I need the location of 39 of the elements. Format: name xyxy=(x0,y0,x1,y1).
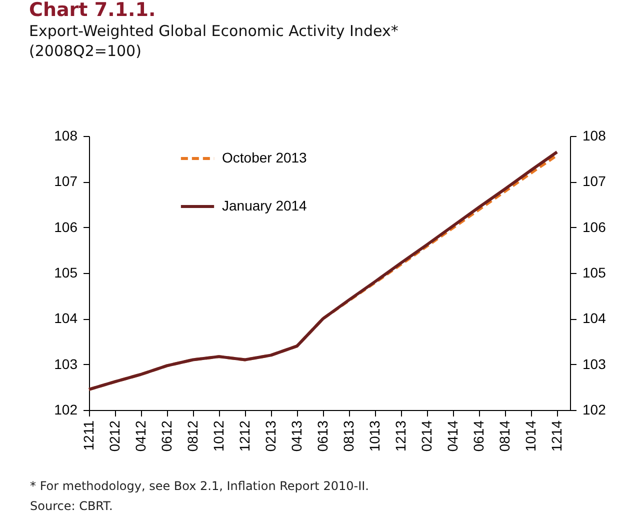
x-tick-label: 0812 xyxy=(184,420,200,452)
y2-tick-label: 108 xyxy=(582,128,606,144)
chart-subtitle: Export-Weighted Global Economic Activity Index* (2008Q2=100) xyxy=(29,22,399,60)
x-tick-label: 1213 xyxy=(392,420,408,452)
x-tick-label: 1014 xyxy=(522,420,538,452)
y2-tick-label: 102 xyxy=(582,402,606,418)
y-tick-label: 103 xyxy=(54,356,78,372)
x-tick-label: 0612 xyxy=(158,420,174,452)
source-note: Source: CBRT. xyxy=(30,498,114,515)
y-tick-label: 107 xyxy=(54,173,78,190)
y2-tick-label: 103 xyxy=(582,356,606,372)
x-tick-label: 0412 xyxy=(132,420,148,452)
x-tick-label: 0212 xyxy=(106,420,122,452)
x-tick-label: 1212 xyxy=(236,420,252,452)
y-tick-label: 106 xyxy=(54,218,78,235)
y-tick-label: 104 xyxy=(54,310,78,326)
y2-tick-label: 104 xyxy=(582,310,606,326)
x-tick-label: 0614 xyxy=(470,420,486,452)
y-tick-label: 105 xyxy=(54,264,78,280)
text: * For methodology, see Box 2.1, Inflation Report 2010-II. xyxy=(30,478,369,495)
x-tick-label: 0214 xyxy=(418,420,434,452)
x-tick-label: 1012 xyxy=(210,420,226,452)
y2-tick-label: 107 xyxy=(582,173,606,190)
x-tick-label: 0814 xyxy=(496,420,512,452)
x-tick-label: 1013 xyxy=(366,420,382,452)
y2-tick-label: 105 xyxy=(582,264,606,280)
legend-label: October 2013 xyxy=(222,150,308,166)
legend-label: January 2014 xyxy=(222,198,308,214)
y-tick-label: 102 xyxy=(54,402,78,418)
y-tick-label: 108 xyxy=(54,128,78,144)
x-tick-label: 0413 xyxy=(288,420,304,452)
x-tick-label: 1214 xyxy=(548,420,564,452)
x-tick-label: 0414 xyxy=(444,420,460,452)
x-tick-label: 0213 xyxy=(262,420,278,452)
x-tick-label: 0613 xyxy=(314,420,330,452)
y2-tick-label: 106 xyxy=(582,218,606,235)
chart-title: Chart 7.1.1. xyxy=(29,0,156,21)
x-tick-label: 0813 xyxy=(340,420,356,452)
x-tick-label: 1211 xyxy=(80,420,96,451)
